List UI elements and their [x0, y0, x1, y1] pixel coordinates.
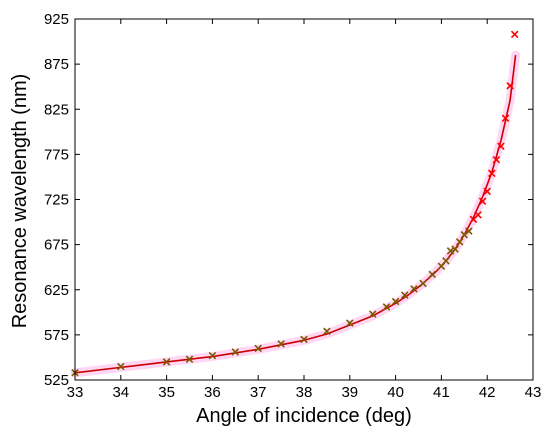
data-point [368, 310, 377, 318]
data-point [400, 291, 409, 299]
x-tick-label: 37 [250, 384, 267, 401]
x-tick-label: 41 [433, 384, 450, 401]
data-point [391, 297, 400, 306]
data-point [483, 187, 491, 196]
data-point [478, 197, 487, 206]
data-point [465, 227, 473, 235]
data-point [419, 279, 427, 288]
x-tick-label: 34 [112, 384, 129, 401]
data-point [231, 348, 240, 356]
data-point [300, 335, 308, 344]
data-point [451, 245, 459, 253]
data-point [455, 238, 464, 246]
data-point [323, 327, 331, 336]
x-tick-label: 43 [525, 384, 542, 401]
data-point [117, 362, 125, 371]
data-point [162, 358, 171, 366]
data-point [510, 30, 519, 39]
series-line [74, 55, 517, 374]
y-tick-label: 875 [44, 56, 69, 73]
y-tick-label: 675 [44, 237, 69, 254]
data-point [208, 351, 217, 360]
y-tick-label: 725 [44, 192, 69, 209]
y-axis-title: Resonance wavelength (nm) [9, 74, 31, 329]
data-point [185, 355, 194, 364]
x-tick-label: 36 [204, 384, 221, 401]
data-point [501, 114, 510, 123]
x-tick-label: 35 [158, 384, 175, 401]
y-tick-label: 825 [44, 101, 69, 118]
data-point [497, 142, 505, 151]
data-point [492, 156, 501, 164]
data-point [446, 247, 455, 255]
plot-frame [74, 18, 534, 381]
y-tick-label: 775 [44, 146, 69, 163]
y-tick-label: 525 [44, 372, 69, 389]
data-point [382, 303, 391, 311]
data-point [277, 340, 285, 348]
x-tick-label: 39 [341, 384, 358, 401]
data-point [506, 82, 514, 90]
y-tick-label: 925 [44, 11, 69, 28]
data-point [254, 344, 262, 353]
data-point [346, 319, 354, 327]
highlight-band [70, 50, 521, 378]
x-axis-title: Angle of incidence (deg) [196, 405, 412, 427]
data-point [428, 270, 437, 279]
x-tick-label: 40 [387, 384, 404, 401]
x-tick-label: 42 [479, 384, 496, 401]
x-tick-label: 38 [296, 384, 313, 401]
y-tick-label: 625 [44, 282, 69, 299]
data-point [410, 285, 418, 293]
data-point [474, 211, 482, 219]
y-tick-label: 575 [44, 327, 69, 344]
data-point [488, 169, 496, 178]
x-tick-label: 33 [67, 384, 84, 401]
data-point [442, 257, 450, 265]
